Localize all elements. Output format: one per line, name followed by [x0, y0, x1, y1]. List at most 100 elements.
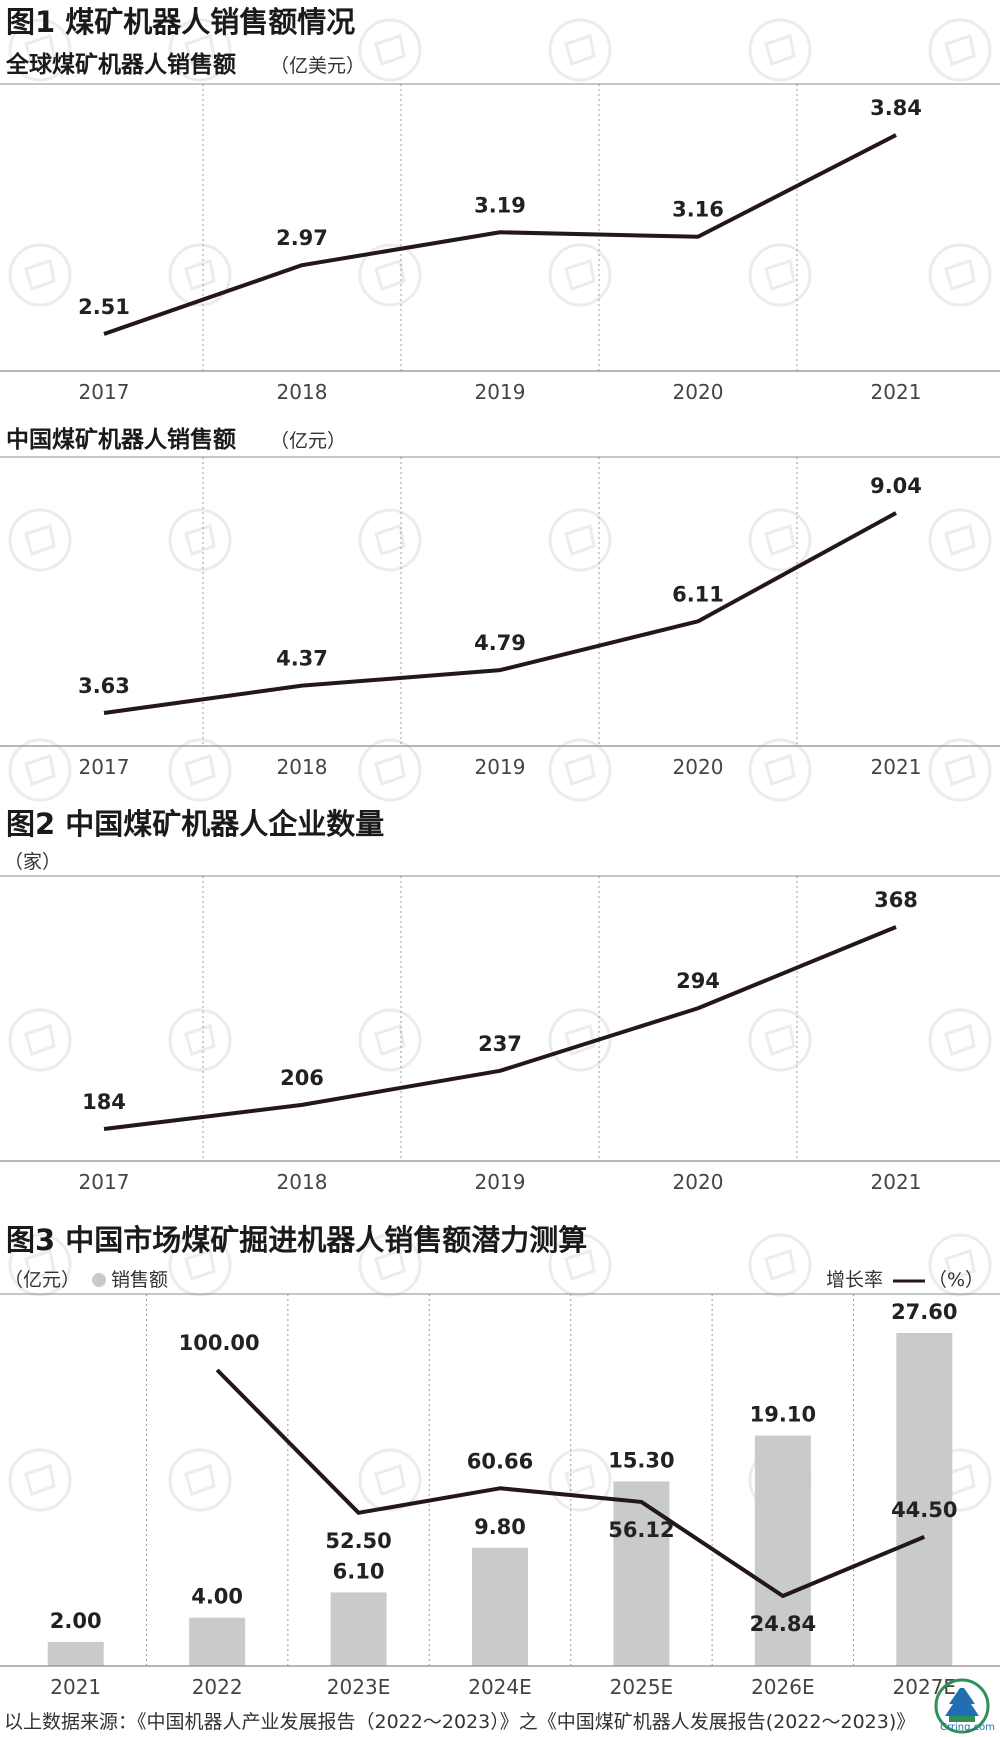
circle-logo-watermark-icon	[748, 738, 812, 802]
figure1-title: 图1 煤矿机器人销售额情况	[6, 5, 355, 39]
x-tick-label: 2020	[673, 1170, 724, 1194]
x-tick-label: 2020	[673, 380, 724, 404]
legend-bar-swatch	[92, 1273, 106, 1287]
data-label: 2.97	[276, 226, 328, 250]
series-line	[103, 925, 897, 1131]
circle-logo-watermark-icon	[358, 243, 422, 307]
bar-value-label: 9.80	[474, 1515, 526, 1539]
bar-value-label: 19.10	[750, 1403, 816, 1427]
chart2-title: 中国煤矿机器人销售额	[6, 426, 236, 453]
data-label: 2.51	[78, 295, 130, 319]
data-label: 4.79	[474, 631, 526, 655]
x-tick-label: 2021	[50, 1675, 101, 1699]
circle-logo-watermark-icon	[8, 243, 72, 307]
bar-value-label: 6.10	[333, 1559, 385, 1583]
x-tick-label: 2018	[277, 1170, 328, 1194]
x-tick-label: 2023E	[327, 1675, 391, 1699]
data-label: 294	[676, 969, 720, 993]
circle-logo-watermark-icon	[548, 1008, 612, 1072]
data-label: 9.04	[870, 474, 922, 498]
circle-logo-watermark-icon	[8, 1233, 72, 1297]
circle-logo-watermark-icon	[928, 738, 992, 802]
data-label: 3.16	[672, 198, 724, 222]
bar	[896, 1333, 953, 1666]
circle-logo-watermark-icon	[748, 1233, 812, 1297]
circle-logo-watermark-icon	[928, 243, 992, 307]
chart4-legend-bar: 销售额	[111, 1269, 168, 1291]
chart2-plot: 3.63 2017 4.37 2018 4.79 2019 6.11 2020 9.04 2021	[0, 456, 1000, 779]
x-tick-label: 2017	[79, 755, 130, 779]
bar	[472, 1547, 528, 1666]
chart1-unit: （亿美元）	[270, 55, 365, 77]
data-label: 6.11	[672, 582, 724, 606]
x-tick-label: 2019	[475, 1170, 526, 1194]
growth-rate-line	[215, 1368, 926, 1598]
x-tick-label: 2019	[475, 380, 526, 404]
circle-logo-watermark-icon	[8, 508, 72, 572]
bar-value-label: 4.00	[191, 1585, 243, 1609]
series-line	[103, 511, 897, 715]
circle-logo-watermark-icon	[548, 1233, 612, 1297]
circle-logo-watermark-icon	[928, 508, 992, 572]
corner-logo-text: Crring.com	[940, 1722, 995, 1733]
circle-logo-watermark-icon	[548, 18, 612, 82]
line-value-label: 60.66	[467, 1449, 533, 1473]
circle-logo-watermark-icon	[168, 738, 232, 802]
circle-logo-watermark-icon	[168, 1008, 232, 1072]
chart2-unit: （亿元）	[270, 430, 346, 452]
data-label: 3.84	[870, 96, 922, 120]
bar	[613, 1481, 670, 1666]
line-value-label: 56.12	[608, 1518, 674, 1542]
data-label: 237	[478, 1032, 522, 1056]
line-value-label: 52.50	[325, 1529, 391, 1553]
circle-logo-watermark-icon	[358, 1233, 422, 1297]
circle-logo-watermark-icon	[358, 738, 422, 802]
circle-logo-watermark-icon	[8, 1448, 72, 1512]
data-label: 368	[874, 888, 918, 912]
bar	[189, 1617, 246, 1666]
x-tick-label: 2019	[475, 755, 526, 779]
circle-logo-watermark-icon	[748, 508, 812, 572]
x-tick-label: 2022	[192, 1675, 243, 1699]
chart1-plot: 2.51 2017 2.97 2018 3.19 2019 3.16 2020 3.84 2021	[0, 83, 1000, 404]
chart4-plot: 2.00 2021 4.00 2022 6.10 2023E 9.80 2024E 15.30 2…	[0, 1293, 1000, 1699]
circle-logo-watermark-icon	[928, 18, 992, 82]
data-label: 4.37	[276, 647, 328, 671]
x-tick-label: 2017	[79, 1170, 130, 1194]
circle-logo-watermark-icon	[748, 18, 812, 82]
figure3-title: 图3 中国市场煤矿掘进机器人销售额潜力测算	[6, 1223, 587, 1257]
x-tick-label: 2021	[871, 755, 922, 779]
x-tick-label: 2018	[277, 755, 328, 779]
circle-logo-watermark-icon	[358, 18, 422, 82]
line-value-label: 24.84	[750, 1612, 816, 1636]
circle-logo-watermark-icon	[928, 1233, 992, 1297]
circle-logo-watermark-icon	[548, 508, 612, 572]
x-tick-label: 2021	[871, 380, 922, 404]
bar	[330, 1592, 387, 1666]
data-label: 184	[82, 1090, 126, 1114]
x-tick-label: 2024E	[468, 1675, 532, 1699]
bar-value-label: 2.00	[50, 1609, 102, 1633]
data-label: 3.63	[78, 674, 130, 698]
circle-logo-watermark-icon	[548, 1448, 612, 1512]
series-line	[103, 133, 897, 336]
bar-value-label: 15.30	[608, 1448, 674, 1472]
chart3-plot: 184 2017 206 2018 237 2019 294 2020 368 2021	[0, 875, 1000, 1194]
chart4-unit-left: （亿元）	[4, 1269, 80, 1291]
line-value-label: 44.50	[891, 1498, 957, 1522]
x-tick-label: 2026E	[751, 1675, 815, 1699]
circle-logo-watermark-icon	[358, 1008, 422, 1072]
circle-logo-watermark-icon	[168, 1233, 232, 1297]
circle-logo-watermark-icon	[8, 18, 72, 82]
bar	[47, 1641, 104, 1666]
x-tick-label: 2018	[277, 380, 328, 404]
x-tick-label: 2021	[871, 1170, 922, 1194]
chart4-unit-right: （%）	[928, 1269, 984, 1291]
circle-logo-watermark-icon	[168, 18, 232, 82]
chart3-unit: （家）	[4, 851, 61, 873]
circle-logo-watermark-icon	[748, 1008, 812, 1072]
pagoda-logo-icon: Crring.com	[934, 1678, 995, 1734]
line-value-label: 100.00	[179, 1331, 260, 1355]
x-tick-label: 2017	[79, 380, 130, 404]
